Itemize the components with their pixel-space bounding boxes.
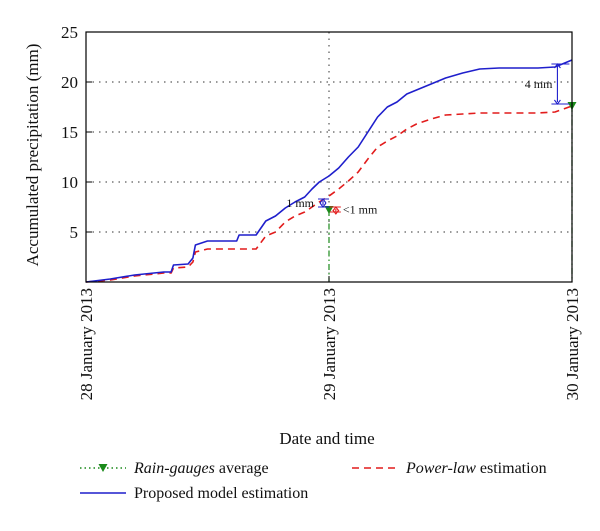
legend-rain_gauges-label-italic: Rain-gauges [133,460,215,477]
legend-power_law-label-italic: Power-law [405,460,476,477]
x-tick-label: 28 January 2013 [77,288,96,400]
series-layer [85,59,577,283]
legend-rain_gauges-label-rest: average [215,460,269,477]
x-axis-label: Date and time [279,429,374,448]
annotation-4mm-label: 4 mm [525,77,553,91]
annotation-1mm-label: 1 mm [286,196,314,210]
legend-power_law-label-rest: estimation [476,460,547,477]
legend: Rain-gauges average Proposed model estima… [80,460,547,502]
x-tick-label: 29 January 2013 [320,288,339,400]
legend-item-rain-gauges: Rain-gauges average [80,460,269,477]
proposed-model-line [85,59,573,283]
legend-proposed-label: Proposed model estimation [134,485,308,502]
legend-rain-gauges-marker [98,464,108,472]
rain-gauge-marker [324,206,334,214]
y-tick-label: 25 [61,23,78,42]
tick-layer: 5 10 15 20 25 28 January 2013 29 January 2013 3… [61,23,582,400]
y-tick-label: 5 [70,223,79,242]
y-tick-label: 15 [61,123,78,142]
y-tick-label: 20 [61,73,78,92]
annotation-layer: 1 mm <1 mm 4 mm [286,63,570,217]
legend-item-power-law: Power-law estimation [352,460,547,477]
legend-item-proposed: Proposed model estimation [80,485,308,502]
legend-rain_gauges-label: Rain-gauges average [133,460,269,477]
annotation-lt1mm-head-bottom [332,209,340,215]
legend-power_law-label: Power-law estimation [405,460,547,477]
x-tick-label: 30 January 2013 [563,288,582,400]
legend-proposed-label-rest: Proposed model estimation [134,485,308,502]
y-axis-label: Accumulated precipitation (mm) [23,44,42,267]
y-tick-label: 10 [61,173,78,192]
power-law-line [85,105,573,283]
grid-layer [85,31,573,282]
annotation-lt1mm-label: <1 mm [343,203,378,217]
